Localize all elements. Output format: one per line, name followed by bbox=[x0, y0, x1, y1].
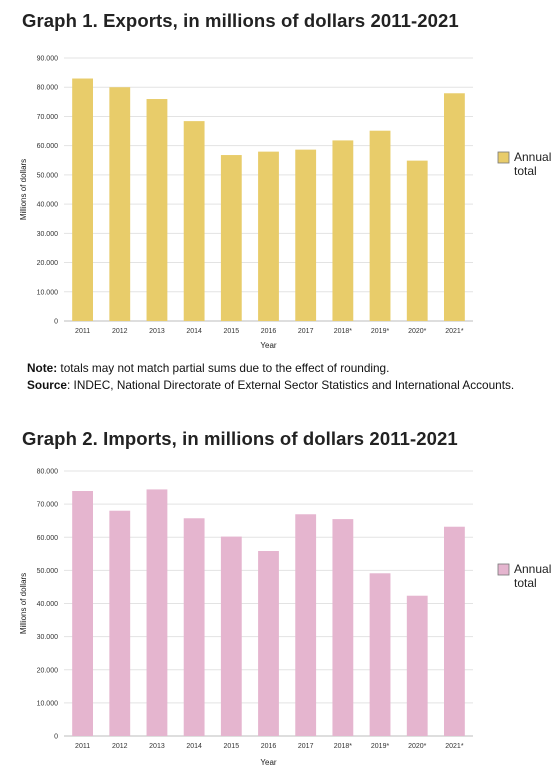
y-tick-label: 10.000 bbox=[37, 700, 59, 707]
x-tick-label: 2013 bbox=[149, 743, 165, 750]
bar bbox=[332, 140, 354, 321]
x-tick-label: 2016 bbox=[261, 743, 277, 750]
legend-label-line1: Annual bbox=[514, 150, 551, 164]
y-tick-label: 60.000 bbox=[37, 143, 59, 150]
y-axis-label: Millions of dollars bbox=[19, 159, 28, 220]
y-axis-label: Millions of dollars bbox=[19, 573, 28, 634]
bar bbox=[295, 514, 317, 736]
x-tick-label: 2020* bbox=[408, 328, 427, 335]
y-tick-label: 50.000 bbox=[37, 568, 59, 575]
source-label: Source bbox=[27, 378, 67, 392]
x-tick-label: 2014 bbox=[186, 328, 202, 335]
bar bbox=[443, 526, 465, 736]
x-tick-label: 2012 bbox=[112, 328, 128, 335]
x-tick-label: 2011 bbox=[75, 743, 90, 750]
bar bbox=[369, 573, 391, 736]
legend-label-line2: total bbox=[514, 576, 537, 590]
bar bbox=[109, 87, 131, 321]
y-tick-label: 10.000 bbox=[37, 289, 59, 296]
x-tick-label: 2018* bbox=[334, 743, 353, 750]
x-tick-label: 2013 bbox=[149, 328, 165, 335]
bar bbox=[109, 510, 131, 736]
bar bbox=[183, 121, 205, 322]
y-tick-label: 60.000 bbox=[37, 535, 59, 542]
legend-swatch bbox=[497, 563, 510, 576]
x-tick-label: 2021* bbox=[445, 743, 464, 750]
x-tick-label: 2016 bbox=[261, 328, 277, 335]
x-tick-label: 2015 bbox=[224, 743, 240, 750]
x-tick-label: 2021* bbox=[445, 328, 464, 335]
y-tick-label: 80.000 bbox=[37, 469, 59, 476]
bar bbox=[258, 151, 279, 321]
bar bbox=[369, 130, 391, 321]
y-tick-label: 70.000 bbox=[37, 502, 59, 509]
x-tick-label: 2019* bbox=[371, 328, 390, 335]
y-tick-label: 20.000 bbox=[37, 667, 59, 674]
x-axis-label: Year bbox=[260, 341, 277, 350]
bar bbox=[146, 99, 168, 321]
note-line: Note: totals may not match partial sums … bbox=[27, 361, 389, 375]
y-tick-label: 70.000 bbox=[37, 114, 59, 121]
exports-chart: 0 10.000 20.000 30.000 40.000 50.000 60.000 70.… bbox=[19, 56, 551, 351]
source-line: Source: INDEC, National Directorate of E… bbox=[27, 378, 514, 392]
y-tick-label: 20.000 bbox=[37, 260, 59, 267]
legend-label-line1: Annual bbox=[514, 562, 551, 576]
y-tick-label: 30.000 bbox=[37, 231, 59, 238]
bar bbox=[220, 536, 242, 736]
bar bbox=[295, 149, 317, 321]
x-tick-label: 2014 bbox=[186, 743, 202, 750]
note-label: Note: bbox=[27, 361, 58, 375]
bar bbox=[72, 491, 94, 736]
y-tick-label: 90.000 bbox=[37, 56, 59, 63]
bar bbox=[183, 518, 205, 736]
bar bbox=[146, 489, 168, 736]
x-tick-label: 2012 bbox=[112, 743, 128, 750]
y-tick-label: 50.000 bbox=[37, 172, 59, 179]
y-tick-label: 0 bbox=[54, 734, 58, 741]
legend-swatch bbox=[497, 151, 510, 164]
x-tick-label: 2018* bbox=[334, 328, 353, 335]
bar bbox=[258, 550, 279, 736]
y-tick-label: 40.000 bbox=[37, 202, 59, 209]
y-tick-label: 30.000 bbox=[37, 634, 59, 641]
bar bbox=[72, 78, 94, 321]
y-tick-label: 0 bbox=[54, 319, 58, 326]
y-tick-label: 40.000 bbox=[37, 601, 59, 608]
source-text: : INDEC, National Directorate of Externa… bbox=[67, 378, 515, 392]
bar bbox=[332, 519, 354, 736]
x-tick-label: 2011 bbox=[75, 328, 90, 335]
x-tick-label: 2017 bbox=[298, 328, 314, 335]
y-tick-label: 80.000 bbox=[37, 85, 59, 92]
note-text: totals may not match partial sums due to… bbox=[57, 361, 390, 375]
x-axis-label: Year bbox=[260, 758, 277, 767]
x-tick-label: 2020* bbox=[408, 743, 427, 750]
bar bbox=[406, 160, 428, 321]
bar bbox=[220, 155, 242, 321]
chart-2-title: Graph 2. Imports, in millions of dollars… bbox=[22, 428, 458, 449]
x-tick-label: 2015 bbox=[224, 328, 240, 335]
legend-label-line2: total bbox=[514, 164, 537, 178]
x-tick-label: 2017 bbox=[298, 743, 314, 750]
x-tick-label: 2019* bbox=[371, 743, 390, 750]
bar bbox=[406, 595, 428, 736]
chart-1-title: Graph 1. Exports, in millions of dollars… bbox=[22, 10, 459, 31]
bar bbox=[443, 93, 465, 321]
